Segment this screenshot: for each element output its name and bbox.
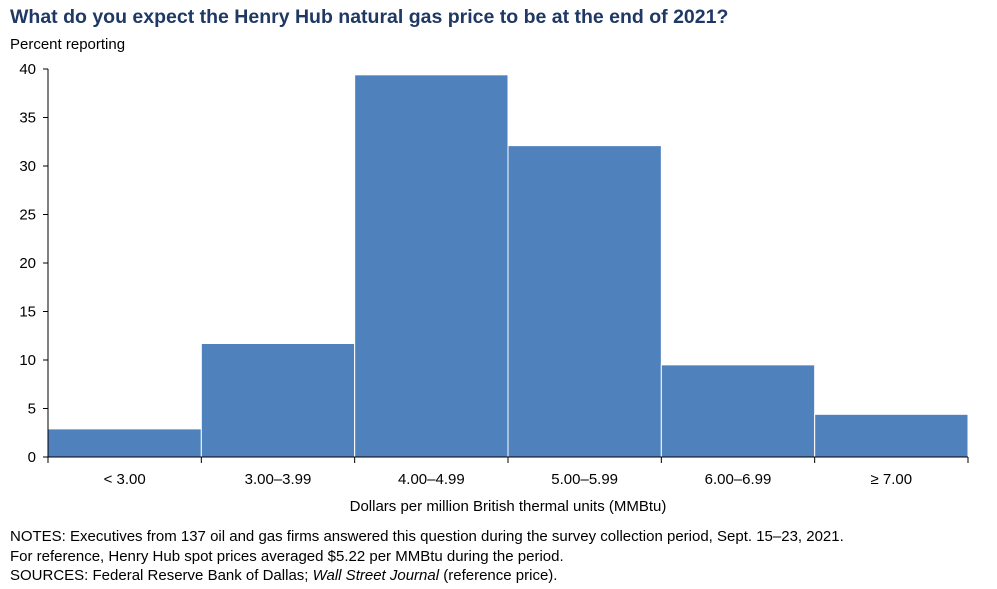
y-tick-label-20: 20: [19, 255, 36, 272]
sources-italic: Wall Street Journal: [312, 567, 440, 584]
y-axis-label: Percent reporting: [10, 36, 126, 53]
y-tick-label-5: 5: [28, 401, 36, 418]
y-tick-label-40: 40: [19, 61, 36, 78]
notes-line-2: For reference, Henry Hub spot prices ave…: [10, 547, 564, 565]
x-tick-label-4: 6.00–6.99: [705, 471, 772, 488]
sources-line: SOURCES: Federal Reserve Bank of Dallas;…: [10, 566, 844, 586]
x-tick-label-0: < 3.00: [104, 471, 146, 488]
histogram-chart: 0 5 10 15 20 25 30 35 40 < 3.00 3.00–3.99 4.00–4.99…: [19, 61, 969, 488]
y-tick-label-0: 0: [28, 449, 36, 466]
bar-0: [47, 428, 202, 458]
chart-title: What do you expect the Henry Hub natural…: [10, 6, 729, 28]
notes-line-1: NOTES: Executives from 137 oil and gas f…: [10, 528, 844, 545]
axes-group: 0 5 10 15 20 25 30 35 40 < 3.00 3.00–3.99 4.00–4.99…: [19, 61, 969, 488]
x-tick-label-3: 5.00–5.99: [551, 471, 618, 488]
bar-3: [507, 145, 662, 458]
x-axis-label: Dollars per million British thermal unit…: [349, 498, 667, 515]
bar-2: [354, 74, 509, 458]
y-tick-label-30: 30: [19, 158, 36, 175]
sources-prefix: SOURCES: Federal Reserve Bank of Dallas;: [10, 567, 313, 584]
y-tick-label-15: 15: [19, 304, 36, 321]
y-tick-label-10: 10: [19, 352, 36, 369]
bar-5: [814, 413, 969, 458]
notes-block: NOTES: Executives from 137 oil and gas f…: [10, 527, 844, 586]
x-tick-label-5: ≥ 7.00: [871, 471, 913, 488]
bar-1: [200, 343, 356, 458]
y-tick-label-35: 35: [19, 110, 36, 127]
y-tick-label-25: 25: [19, 207, 36, 224]
x-tick-label-2: 4.00–4.99: [398, 471, 465, 488]
x-tick-label-1: 3.00–3.99: [245, 471, 312, 488]
bars-group: [47, 74, 969, 458]
bar-4: [660, 364, 816, 458]
sources-suffix: (reference price).: [439, 567, 558, 584]
